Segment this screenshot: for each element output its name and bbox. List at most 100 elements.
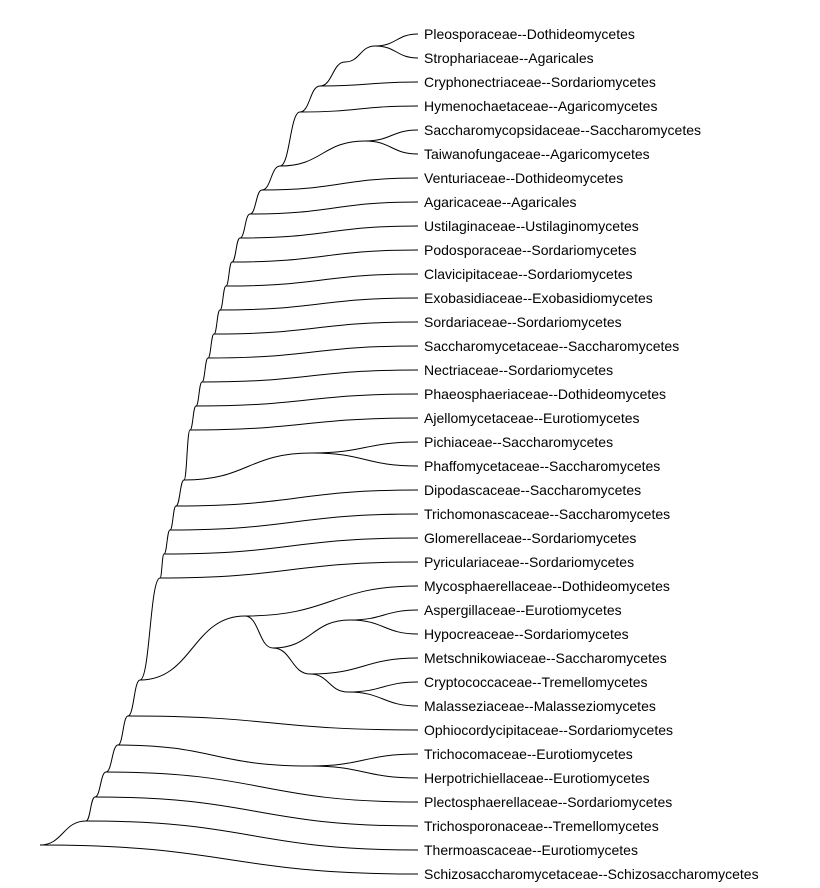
leaf-label: Phaeosphaeriaceae--Dothideomycetes (424, 386, 666, 402)
leaf-label: Cryphonectriaceae--Sordariomycetes (424, 74, 656, 90)
tree-branch (85, 820, 419, 851)
tree-branch (163, 529, 171, 555)
tree-branch (195, 393, 419, 407)
tree-branch (94, 771, 107, 798)
tree-branch (183, 429, 191, 481)
tree-branch (249, 189, 263, 215)
tree-branch (169, 513, 419, 531)
tree-branch (319, 61, 346, 87)
tree-branch (159, 553, 165, 579)
tree-branch (311, 441, 419, 454)
leaf-label: Trichosporonaceae--Tremellomycetes (424, 818, 659, 834)
tree-branch (39, 820, 87, 846)
leaf-label: Mycosphaerellaceae--Dothideomycetes (424, 578, 670, 594)
tree-branch (195, 381, 203, 407)
tree-branch (244, 615, 274, 649)
leaf-label: Saccharomycopsidaceae--Saccharomycetes (424, 122, 701, 138)
tree-branch (239, 213, 251, 239)
tree-branch (105, 771, 419, 803)
leaf-label: Exobasidiaceae--Exobasidiomycetes (424, 290, 653, 306)
leaf-label: Saccharomycetaceae--Saccharomycetes (424, 338, 679, 354)
tree-branch (94, 796, 419, 827)
leaf-label: Trichomonascaceae--Saccharomycetes (424, 506, 670, 522)
leaf-label: Ophiocordycipitaceae--Sordariomycetes (424, 722, 673, 738)
leaf-label: Ajellomycetaceae--Eurotiomycetes (424, 410, 640, 426)
tree-branch (213, 309, 221, 335)
leaf-label: Schizosaccharomycetaceae--Schizosaccharo… (424, 866, 759, 882)
leaf-label: Podosporaceae--Sordariomycetes (424, 242, 636, 258)
tree-branch (117, 744, 311, 767)
tree-branch (183, 452, 313, 481)
tree-branch (159, 561, 419, 579)
tree-branch (163, 537, 419, 555)
tree-branch (347, 681, 419, 693)
tree-branch (231, 249, 419, 263)
leaf-label: Phaffomycetaceae--Saccharomycetes (424, 458, 660, 474)
tree-branch (374, 45, 419, 59)
tree-branch (344, 45, 376, 63)
tree-branch (349, 619, 419, 635)
tree-branch (85, 796, 96, 822)
leaf-label: Malasseziaceae--Malasseziomycetes (424, 698, 656, 714)
leaf-label: Pleosporaceae--Dothideomycetes (424, 26, 635, 42)
tree-branch (189, 417, 419, 431)
tree-branch (39, 844, 419, 875)
leaf-label: Strophariaceae--Agaricales (424, 50, 594, 66)
tree-branch (309, 753, 419, 767)
tree-branches (39, 33, 419, 875)
tree-branch (225, 273, 419, 287)
leaf-label: Sordariaceae--Sordariomycetes (424, 314, 622, 330)
tree-branch (364, 129, 419, 142)
leaf-label: Aspergillaceae--Eurotiomycetes (424, 602, 622, 618)
leaf-label: Ustilaginaceae--Ustilaginomycetes (424, 218, 639, 234)
leaf-label: Agaricaceae--Agaricales (424, 194, 577, 210)
tree-branch (225, 261, 233, 287)
tree-branch (207, 333, 215, 359)
tree-branch (201, 357, 209, 383)
tree-branch (127, 679, 141, 717)
leaf-label: Hymenochaetaceae--Agaricomycetes (424, 98, 657, 114)
tree-branch (261, 165, 281, 191)
tree-branch (299, 85, 321, 113)
tree-branch (219, 297, 419, 311)
tree-branch (272, 647, 311, 675)
leaf-label: Nectriaceae--Sordariomycetes (424, 362, 613, 378)
leaf-label: Pichiaceae--Saccharomycetes (424, 434, 613, 450)
leaf-label: Clavicipitaceae--Sordariomycetes (424, 266, 633, 282)
tree-branch (261, 177, 419, 191)
leaf-label: Herpotrichiellaceae--Eurotiomycetes (424, 770, 650, 786)
tree-branch (244, 585, 419, 617)
tree-branch (279, 111, 301, 167)
tree-branch (201, 369, 419, 383)
tree-branch (213, 321, 419, 335)
leaf-label: Trichocomaceae--Eurotiomycetes (424, 746, 633, 762)
tree-branch (272, 619, 351, 649)
tree-branch (189, 405, 197, 431)
leaf-label: Dipodascaceae--Saccharomycetes (424, 482, 641, 498)
tree-branch (231, 237, 241, 263)
tree-branch (239, 225, 419, 239)
leaf-label: Cryptococcaceae--Tremellomycetes (424, 674, 648, 690)
leaf-label: Thermoascaceae--Eurotiomycetes (424, 842, 638, 858)
leaf-label: Venturiaceae--Dothideomycetes (424, 170, 623, 186)
leaf-label: Glomerellaceae--Sordariomycetes (424, 530, 636, 546)
tree-branch (249, 201, 419, 215)
tree-branch (139, 615, 246, 681)
tree-branch (309, 765, 419, 779)
tree-branch (127, 715, 419, 731)
tree-branch (319, 81, 419, 87)
tree-branch (207, 345, 419, 359)
leaf-label: Pyriculariaceae--Sordariomycetes (424, 554, 634, 570)
leaf-label: Plectosphaerellaceae--Sordariomycetes (424, 794, 672, 810)
tree-branch (175, 489, 419, 507)
tree-branch (279, 140, 366, 167)
tree-branch (105, 744, 119, 773)
tree-branch (349, 609, 419, 621)
tree-branch (219, 285, 227, 311)
tree-branch (299, 105, 419, 113)
tree-branch (311, 452, 419, 467)
tree-branch (175, 479, 185, 507)
tree-branch (347, 691, 419, 707)
leaf-label: Taiwanofungaceae--Agaricomycetes (424, 146, 650, 162)
